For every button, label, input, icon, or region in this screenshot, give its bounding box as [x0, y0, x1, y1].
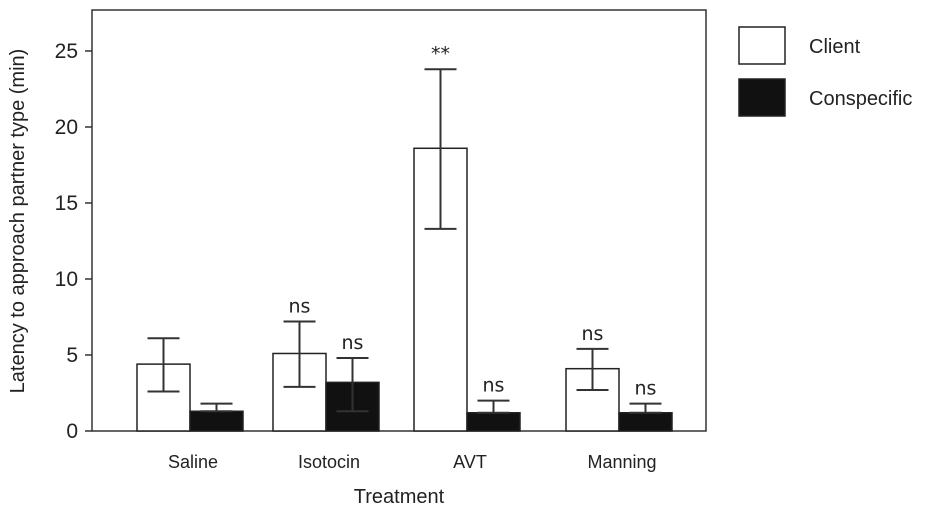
x-tick-label: Isotocin — [298, 452, 360, 472]
bar-conspecific-avt — [466, 412, 521, 432]
y-tick-label: 5 — [66, 344, 78, 367]
legend-swatch-conspecific — [738, 78, 786, 117]
x-axis: Saline Isotocin AVT Manning — [168, 452, 657, 472]
y-tick-label: 10 — [55, 268, 78, 291]
significance-label: ** — [431, 43, 450, 65]
legend-label-conspecific: Conspecific — [809, 88, 912, 110]
significance-label: ns — [289, 296, 311, 318]
x-axis-title: Treatment — [354, 486, 445, 508]
significance-label: ns — [483, 375, 505, 397]
legend-label-client: Client — [809, 36, 861, 58]
significance-label: ns — [582, 323, 604, 345]
x-tick-label: Saline — [168, 452, 218, 472]
bar-conspecific-saline — [189, 410, 244, 432]
y-axis-title: Latency to approach partner type (min) — [7, 49, 29, 394]
y-tick-label: 0 — [66, 420, 78, 443]
legend: Client Conspecific — [738, 26, 912, 117]
y-tick-label: 15 — [55, 192, 78, 215]
plot-frame — [91, 9, 707, 432]
y-tick-label: 25 — [55, 40, 78, 63]
bars-group: ns ns ** ns ns ns — [136, 43, 673, 432]
y-axis: 0 5 10 15 20 25 — [55, 40, 92, 443]
x-tick-label: AVT — [453, 452, 487, 472]
x-tick-label: Manning — [587, 452, 656, 472]
y-tick-label: 20 — [55, 116, 78, 139]
significance-label: ns — [635, 378, 657, 400]
significance-label: ns — [342, 332, 364, 354]
bar-conspecific-manning — [618, 412, 673, 432]
legend-swatch-client — [738, 26, 786, 65]
